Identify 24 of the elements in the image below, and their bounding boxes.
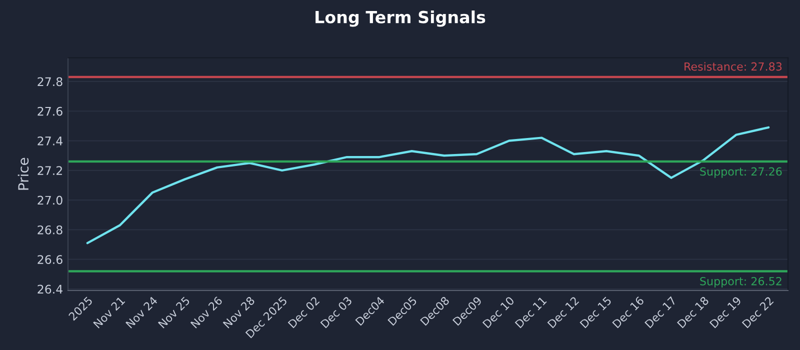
x-tick-label: Dec 02 xyxy=(288,296,320,328)
x-tick-label: Dec 19 xyxy=(709,296,742,328)
ref-line-label: Support: 26.52 xyxy=(700,276,782,288)
y-tick-label: 27.6 xyxy=(38,106,62,116)
x-tick-label: Dec 10 xyxy=(482,296,515,328)
chart-title: Long Term Signals xyxy=(316,10,486,27)
x-tick-label: Dec 16 xyxy=(612,296,644,328)
x-tick-label: Dec 17 xyxy=(644,296,677,328)
y-tick-label: 26.6 xyxy=(38,255,62,264)
ref-line-label: Resistance: 27.83 xyxy=(684,62,782,71)
x-tick-label: Dec 12 xyxy=(547,296,580,328)
y-tick-label: 26.4 xyxy=(38,284,62,294)
x-tick-label: Dec 22 xyxy=(742,296,774,328)
y-tick-label: 27.2 xyxy=(38,166,62,175)
y-axis-title: Price xyxy=(18,158,29,190)
y-tick-label: 27.0 xyxy=(38,196,62,205)
y-tick-label: 27.4 xyxy=(38,136,62,146)
x-tick-label: Dec 03 xyxy=(320,296,352,328)
y-tick-label: 27.8 xyxy=(38,77,62,86)
x-tick-label: Dec 15 xyxy=(580,296,612,328)
ref-line-label: Support: 27.26 xyxy=(700,167,782,178)
x-tick-label: Dec 18 xyxy=(676,296,710,328)
y-tick-label: 26.8 xyxy=(38,225,62,234)
x-tick-label: Dec 11 xyxy=(514,296,547,328)
